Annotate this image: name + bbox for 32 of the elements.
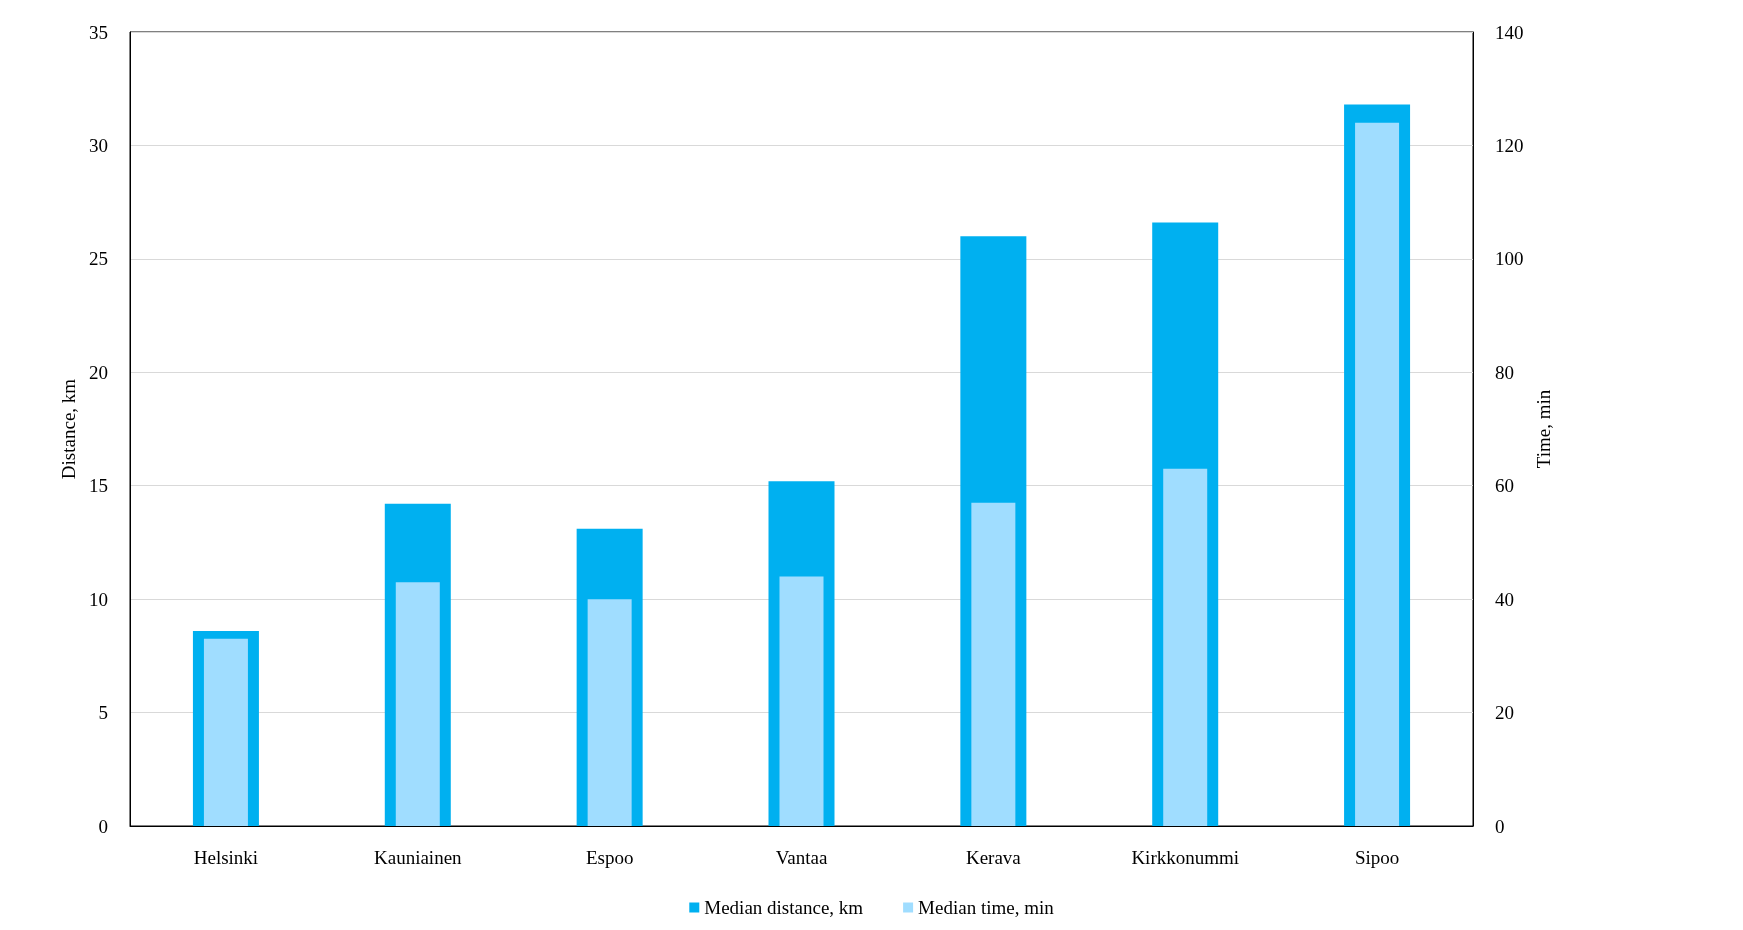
y2-axis-title: Time, min xyxy=(1533,389,1555,469)
y2-tick-label: 80 xyxy=(1495,361,1514,383)
y2-tick-label: 140 xyxy=(1495,21,1524,43)
y-tick-label: 30 xyxy=(89,134,108,156)
y-tick-label: 20 xyxy=(89,361,108,383)
y-tick-label: 25 xyxy=(89,248,108,270)
y-tick-label: 0 xyxy=(98,815,108,837)
y2-tick-label: 40 xyxy=(1495,588,1514,610)
bar xyxy=(395,582,440,826)
legend-label: Median distance, km xyxy=(704,897,864,918)
y-tick-label: 15 xyxy=(89,475,108,497)
bar xyxy=(1163,468,1208,826)
x-tick-label: Kirkkonummi xyxy=(1131,847,1240,868)
x-tick-label: Kauniainen xyxy=(374,847,463,868)
y-tick-label: 5 xyxy=(98,702,108,724)
bar xyxy=(971,502,1016,826)
y-tick-label: 10 xyxy=(89,588,108,610)
y-axis-title: Distance, km xyxy=(58,378,80,480)
y2-tick-label: 0 xyxy=(1495,815,1505,837)
x-tick-label: Helsinki xyxy=(193,847,259,868)
x-tick-label: Vantaa xyxy=(775,847,828,868)
x-tick-label: Espoo xyxy=(585,847,634,868)
bar xyxy=(587,599,632,826)
y2-tick-label: 60 xyxy=(1495,475,1514,497)
y2-tick-label: 120 xyxy=(1495,134,1524,156)
bar xyxy=(779,576,824,826)
x-tick-label: Sipoo xyxy=(1354,847,1400,868)
y-tick-label: 35 xyxy=(89,21,108,43)
x-tick-label: Kerava xyxy=(965,847,1022,868)
y2-tick-label: 100 xyxy=(1495,248,1524,270)
y2-tick-label: 20 xyxy=(1495,702,1514,724)
legend-label: Median time, min xyxy=(918,897,1055,918)
